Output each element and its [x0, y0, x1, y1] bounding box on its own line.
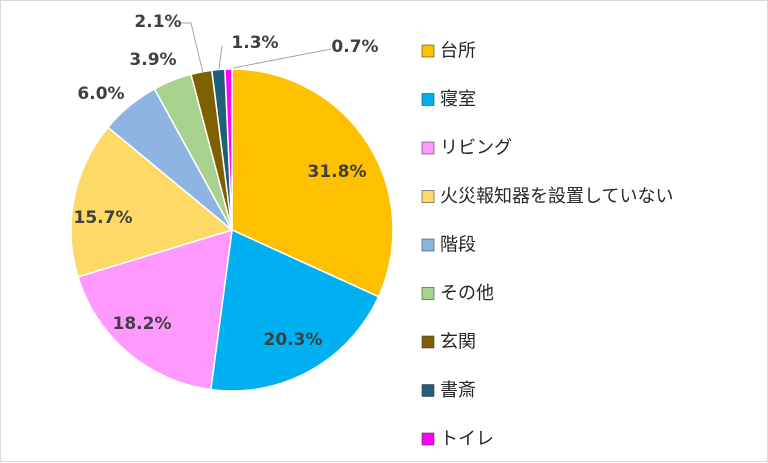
legend-swatch-4	[421, 190, 435, 203]
pie-slice-3	[77, 228, 233, 391]
legend-label-9: トイレ	[440, 429, 494, 450]
pie-slices	[70, 68, 394, 392]
pie-slice-1	[231, 68, 394, 298]
data-label-7: 2.1%	[134, 12, 181, 32]
legend-swatch-2	[421, 93, 435, 106]
legend-swatch-5	[421, 238, 435, 252]
legend-label-8: 書斎	[440, 380, 476, 401]
leader-line-7	[181, 22, 204, 74]
data-label-1: 31.8%	[308, 162, 367, 182]
data-label-9: 0.7%	[331, 37, 378, 57]
data-label-6: 3.9%	[129, 50, 176, 70]
leader-line-9	[232, 48, 332, 69]
leader-line-8	[218, 45, 223, 70]
data-label-8: 1.3%	[231, 33, 278, 53]
data-label-5: 6.0%	[77, 84, 124, 104]
leader-lines	[181, 22, 332, 74]
legend-swatch-1	[421, 44, 435, 58]
pie-slice-2	[209, 228, 380, 392]
legend-label-1: 台所	[440, 41, 476, 62]
legend-label-3: リビング	[440, 138, 512, 159]
legend-label-6: その他	[440, 283, 494, 304]
legend-swatch-7	[421, 335, 435, 349]
legend-swatch-9	[421, 432, 435, 446]
pie-slice-9	[224, 68, 233, 231]
legend-swatch-6	[421, 287, 435, 300]
data-label-3: 18.2%	[113, 314, 172, 334]
pie-slice-4	[70, 126, 234, 278]
data-label-2: 20.3%	[264, 330, 323, 350]
data-label-4: 15.7%	[74, 208, 133, 228]
legend-label-7: 玄関	[440, 332, 476, 353]
legend-swatch-3	[421, 141, 435, 155]
data-labels: 31.8% 20.3% 18.2% 15.7% 6.0%3.9% 2.1% 1.3% 0.7%	[74, 12, 379, 350]
legend-swatch-8	[421, 384, 435, 397]
legend-label-2: 寝室	[440, 89, 476, 110]
legend-label-4: 火災報知器を設置していない	[440, 186, 673, 207]
legend-label-5: 階段	[440, 235, 476, 256]
